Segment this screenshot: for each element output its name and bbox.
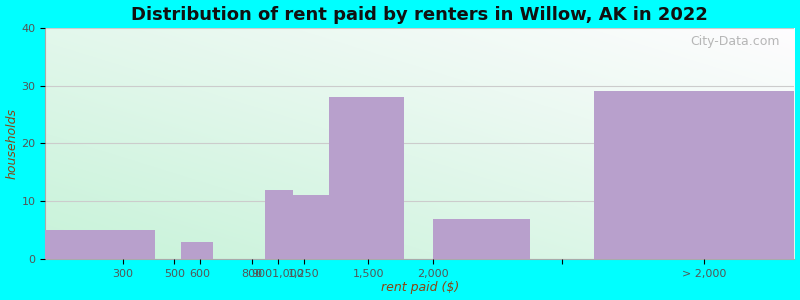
Bar: [181, 242, 213, 259]
Y-axis label: households: households: [6, 108, 18, 179]
Bar: [45, 230, 155, 259]
X-axis label: rent paid ($): rent paid ($): [381, 281, 459, 294]
Bar: [433, 218, 530, 259]
Bar: [265, 190, 294, 259]
Bar: [594, 92, 794, 259]
Title: Distribution of rent paid by renters in Willow, AK in 2022: Distribution of rent paid by renters in …: [131, 6, 708, 24]
Bar: [330, 97, 404, 259]
Text: City-Data.com: City-Data.com: [690, 35, 779, 48]
Bar: [294, 195, 330, 259]
